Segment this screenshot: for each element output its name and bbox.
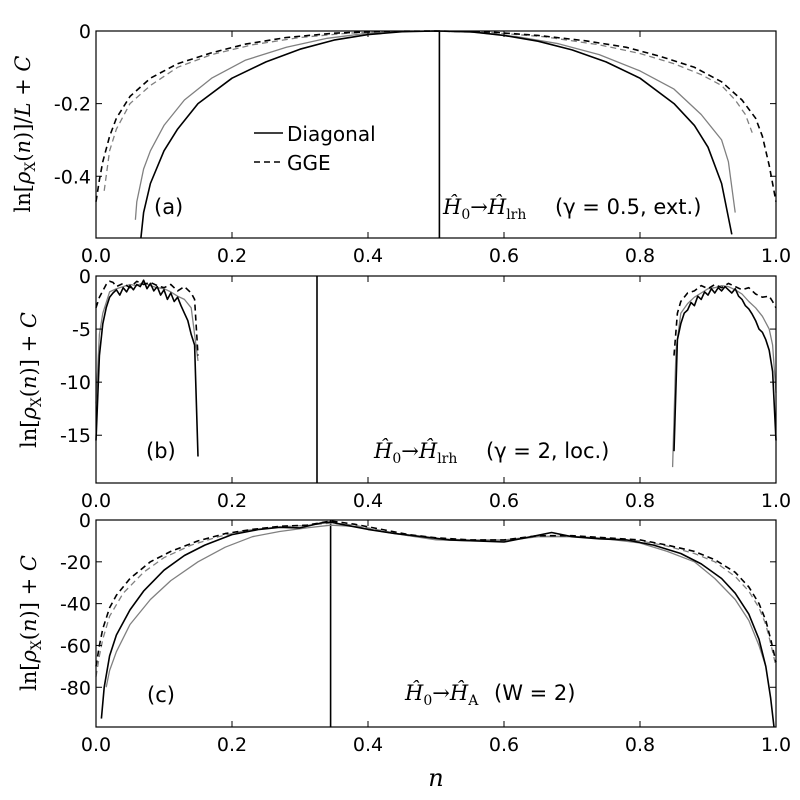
panel-b-xtick-label: 0.8 xyxy=(625,490,655,512)
panel-b: 0.0 0.2 0.4 0.6 0.8 1.0 0 -5 -10 -15 (b) Ĥ0→Ĥlrh … xyxy=(17,266,791,512)
panel-b-ylabel: ln[ρX(n)] + C xyxy=(17,312,45,448)
panel-c-ytick-label: -20 xyxy=(60,552,91,574)
panel-c-label: (c) xyxy=(147,683,175,707)
panel-c-ytick-label: 0 xyxy=(79,510,91,532)
panel-c-xtick-label: 0.6 xyxy=(489,734,519,756)
panel-c-xtick-label: 0.2 xyxy=(217,734,247,756)
panel-b-label: (b) xyxy=(146,439,176,463)
panel-c-ytick-label: -40 xyxy=(60,594,91,616)
panel-b-series-diagonal-gray-line xyxy=(95,281,199,404)
panel-a-ytick-label: -0.2 xyxy=(54,94,91,116)
panel-a-xtick-label: 0.8 xyxy=(625,245,655,267)
panel-c-xtick-label: 1.0 xyxy=(761,734,791,756)
panel-c-series xyxy=(95,520,777,728)
legend-gge-label: GGE xyxy=(287,151,331,175)
panel-a-frame xyxy=(95,30,777,239)
panel-b-xtick-label: 0.2 xyxy=(217,490,247,512)
panel-a-xtick-label: 0.2 xyxy=(217,245,247,267)
panel-a: 0.0 0.2 0.4 0.6 0.8 1.0 0 -0.2 -0.4 (a) Ĥ0→Ĥlrh … xyxy=(11,21,791,267)
panel-a-ylabel: ln[ρX(n)]/L + C xyxy=(11,56,39,213)
panel-c-ylabel: ln[ρX(n)] + C xyxy=(17,555,45,691)
panel-a-xtick-label: 0.0 xyxy=(81,245,111,267)
panel-b-series xyxy=(95,276,777,483)
panel-b-series-diagonal-black-line xyxy=(673,285,777,452)
panel-a-annotation: Ĥ0→Ĥlrh (γ = 0.5, ext.) xyxy=(442,195,701,223)
panel-c-frame xyxy=(95,519,777,728)
panel-c-annotation-text: (W = 2) xyxy=(494,681,575,705)
x-axis-label: n xyxy=(428,764,443,792)
panel-c-ytick-label: -80 xyxy=(60,677,91,699)
panel-b-ytick-label: -5 xyxy=(72,319,91,341)
panel-b-series-gge-black-line xyxy=(673,282,777,356)
legend-diagonal-label: Diagonal xyxy=(287,122,376,146)
panel-b-series-diagonal-black-line xyxy=(95,279,199,457)
panel-a-xtick-label: 0.4 xyxy=(353,245,383,267)
panel-c-series-gge-black-line xyxy=(95,520,777,667)
panel-b-ytick-label: -10 xyxy=(60,372,91,394)
panel-c: 0.0 0.2 0.4 0.6 0.8 1.0 0 -20 -40 -60 -80 (c) Ĥ0→Ĥ… xyxy=(17,510,791,756)
panel-a-annotation-text: (γ = 0.5, ext.) xyxy=(555,195,701,219)
panel-a-ytick-label: 0 xyxy=(79,21,91,43)
panel-b-xtick-label: 0.0 xyxy=(81,490,111,512)
panel-a-xtick-label: 0.6 xyxy=(489,245,519,267)
svg-text:Ĥ0→ĤA: Ĥ0→ĤA xyxy=(404,681,479,709)
panel-a-ytick-label: -0.4 xyxy=(54,166,91,188)
legend: Diagonal GGE xyxy=(254,122,376,175)
panel-c-ytick-label: -60 xyxy=(60,635,91,657)
panel-c-xtick-label: 0.0 xyxy=(81,734,111,756)
panel-a-xtick-label: 1.0 xyxy=(761,245,791,267)
panel-b-annotation-text: (γ = 2, loc.) xyxy=(486,439,609,463)
panel-b-annotation: Ĥ0→Ĥlrh (γ = 2, loc.) xyxy=(373,439,609,467)
panel-c-ticks: 0.0 0.2 0.4 0.6 0.8 1.0 0 -20 -40 -60 -80 xyxy=(60,510,791,756)
panel-b-xtick-label: 0.6 xyxy=(489,490,519,512)
panel-b-frame xyxy=(95,275,777,484)
panel-b-ytick-label: -15 xyxy=(60,425,91,447)
panel-c-annotation: Ĥ0→ĤA (W = 2) xyxy=(404,681,575,709)
panel-a-label: (a) xyxy=(154,195,183,219)
panel-b-xtick-label: 0.4 xyxy=(353,490,383,512)
panel-c-xtick-label: 0.4 xyxy=(353,734,383,756)
panel-b-xtick-label: 1.0 xyxy=(761,490,791,512)
panel-b-ticks: 0.0 0.2 0.4 0.6 0.8 1.0 0 -5 -10 -15 xyxy=(60,266,791,512)
panel-b-ytick-label: 0 xyxy=(79,266,91,288)
panel-c-xtick-label: 0.8 xyxy=(625,734,655,756)
panel-c-series-gge-gray-line xyxy=(95,522,777,677)
